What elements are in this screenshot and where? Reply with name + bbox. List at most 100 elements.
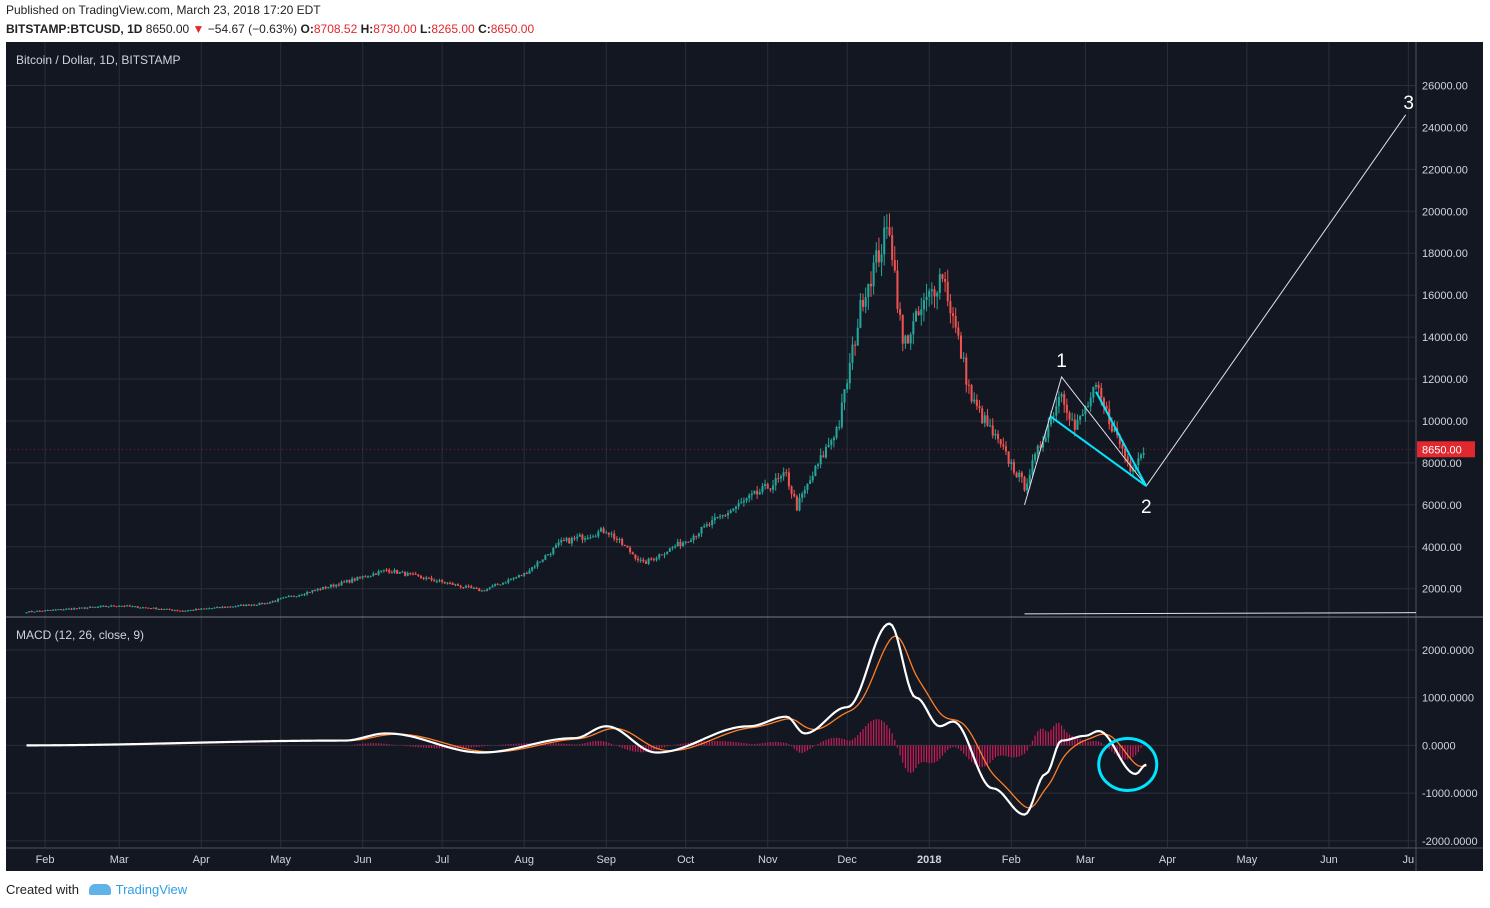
change-value: −54.67 (−0.63%) bbox=[207, 22, 298, 36]
candle-body bbox=[75, 608, 78, 610]
candle-body bbox=[218, 606, 221, 608]
candle-body bbox=[602, 528, 605, 533]
candle-body bbox=[1100, 387, 1103, 399]
close-label: C: bbox=[478, 22, 491, 36]
candle-body bbox=[1071, 419, 1074, 421]
candle-body bbox=[1018, 472, 1021, 478]
price-axis-label: 6000.00 bbox=[1422, 500, 1462, 512]
candle-body bbox=[433, 580, 436, 582]
candle-body bbox=[893, 260, 896, 271]
candle-body bbox=[1118, 435, 1121, 445]
candle-body bbox=[141, 607, 145, 609]
candle-body bbox=[134, 606, 137, 608]
candle-body bbox=[795, 496, 798, 511]
candle-body bbox=[742, 500, 745, 503]
tradingview-logo[interactable]: TradingView bbox=[88, 882, 187, 897]
candle-body bbox=[427, 577, 430, 579]
candle-body bbox=[835, 427, 838, 438]
candle-body bbox=[385, 569, 388, 571]
horizontal-trendline bbox=[1024, 612, 1417, 615]
candle-body bbox=[512, 578, 515, 580]
candle-body bbox=[467, 585, 470, 587]
candle-body bbox=[46, 610, 49, 612]
candle-body bbox=[896, 270, 899, 309]
candle-body bbox=[732, 508, 735, 511]
candle-body bbox=[875, 250, 878, 263]
candle-body bbox=[359, 576, 362, 578]
candle-body bbox=[96, 606, 100, 608]
candle-body bbox=[1113, 428, 1116, 432]
candle-body bbox=[396, 569, 399, 574]
candle-body bbox=[168, 608, 171, 610]
candle-body bbox=[938, 274, 941, 293]
candle-body bbox=[292, 595, 295, 597]
macd-axis-label: -2000.0000 bbox=[1422, 836, 1478, 848]
candle-body bbox=[573, 537, 576, 539]
candle-body bbox=[36, 610, 39, 612]
chart-canvas[interactable]: 26000.0024000.0022000.0020000.0018000.00… bbox=[6, 42, 1483, 871]
price-axis-label: 4000.00 bbox=[1422, 542, 1462, 554]
candle-body bbox=[478, 588, 481, 592]
candle-body bbox=[44, 610, 47, 612]
candle-body bbox=[745, 498, 748, 501]
time-axis-label: 2018 bbox=[917, 854, 941, 866]
candle-body bbox=[414, 573, 417, 575]
candle-body bbox=[380, 570, 383, 572]
candle-body bbox=[1063, 394, 1066, 405]
candle-body bbox=[343, 581, 346, 583]
candle-body bbox=[716, 516, 719, 518]
candle-body bbox=[205, 608, 208, 610]
candle-body bbox=[104, 605, 107, 607]
candle-body bbox=[774, 478, 777, 486]
candle-body bbox=[300, 594, 303, 596]
candle-body bbox=[131, 606, 134, 608]
candle-body bbox=[192, 609, 195, 611]
time-axis-label: Aug bbox=[514, 854, 534, 866]
candle-body bbox=[356, 576, 359, 581]
candle-body bbox=[991, 425, 994, 436]
candle-body bbox=[110, 605, 113, 607]
candle-body bbox=[1089, 397, 1092, 407]
candle-body bbox=[925, 296, 928, 301]
candle-body bbox=[186, 610, 190, 612]
low-value: 8265.00 bbox=[431, 22, 475, 36]
candle-body bbox=[475, 588, 478, 590]
channel-upper-line bbox=[1095, 391, 1148, 487]
time-axis-label: Mar bbox=[1076, 854, 1095, 866]
candle-body bbox=[504, 582, 507, 584]
candle-body bbox=[920, 309, 923, 316]
candle-body bbox=[451, 583, 454, 585]
time-axis-label: Dec bbox=[837, 854, 857, 866]
candle-body bbox=[1087, 406, 1090, 408]
candle-body bbox=[999, 439, 1002, 445]
candle-body bbox=[335, 584, 338, 587]
candle-body bbox=[388, 569, 391, 573]
candle-body bbox=[803, 489, 806, 494]
candle-body bbox=[687, 541, 690, 543]
candle-body bbox=[393, 569, 396, 573]
candle-body bbox=[417, 574, 420, 576]
candle-body bbox=[255, 604, 258, 606]
candle-body bbox=[904, 335, 907, 344]
candle-body bbox=[539, 561, 542, 563]
candle-body bbox=[253, 604, 256, 606]
candle-body bbox=[941, 274, 944, 279]
high-value: 8730.00 bbox=[373, 22, 417, 36]
candle-body bbox=[901, 314, 904, 344]
candle-body bbox=[284, 596, 287, 598]
footer: Created with TradingView bbox=[6, 882, 187, 897]
candle-body bbox=[1137, 458, 1140, 466]
candle-body bbox=[822, 455, 825, 458]
candle-body bbox=[62, 609, 65, 611]
chart-frame[interactable]: 26000.00 24000.00 22000.00 20000.00 18000.00… bbox=[6, 42, 1483, 871]
candle-body bbox=[329, 584, 332, 588]
candle-body bbox=[589, 537, 592, 539]
candle-body bbox=[1015, 472, 1018, 478]
candle-body bbox=[128, 605, 131, 607]
candle-body bbox=[1073, 419, 1076, 430]
candle-body bbox=[909, 334, 912, 344]
candle-body bbox=[806, 483, 809, 490]
candle-body bbox=[655, 557, 658, 560]
candle-body bbox=[790, 486, 793, 494]
price-axis-label: 10000.00 bbox=[1422, 416, 1468, 428]
